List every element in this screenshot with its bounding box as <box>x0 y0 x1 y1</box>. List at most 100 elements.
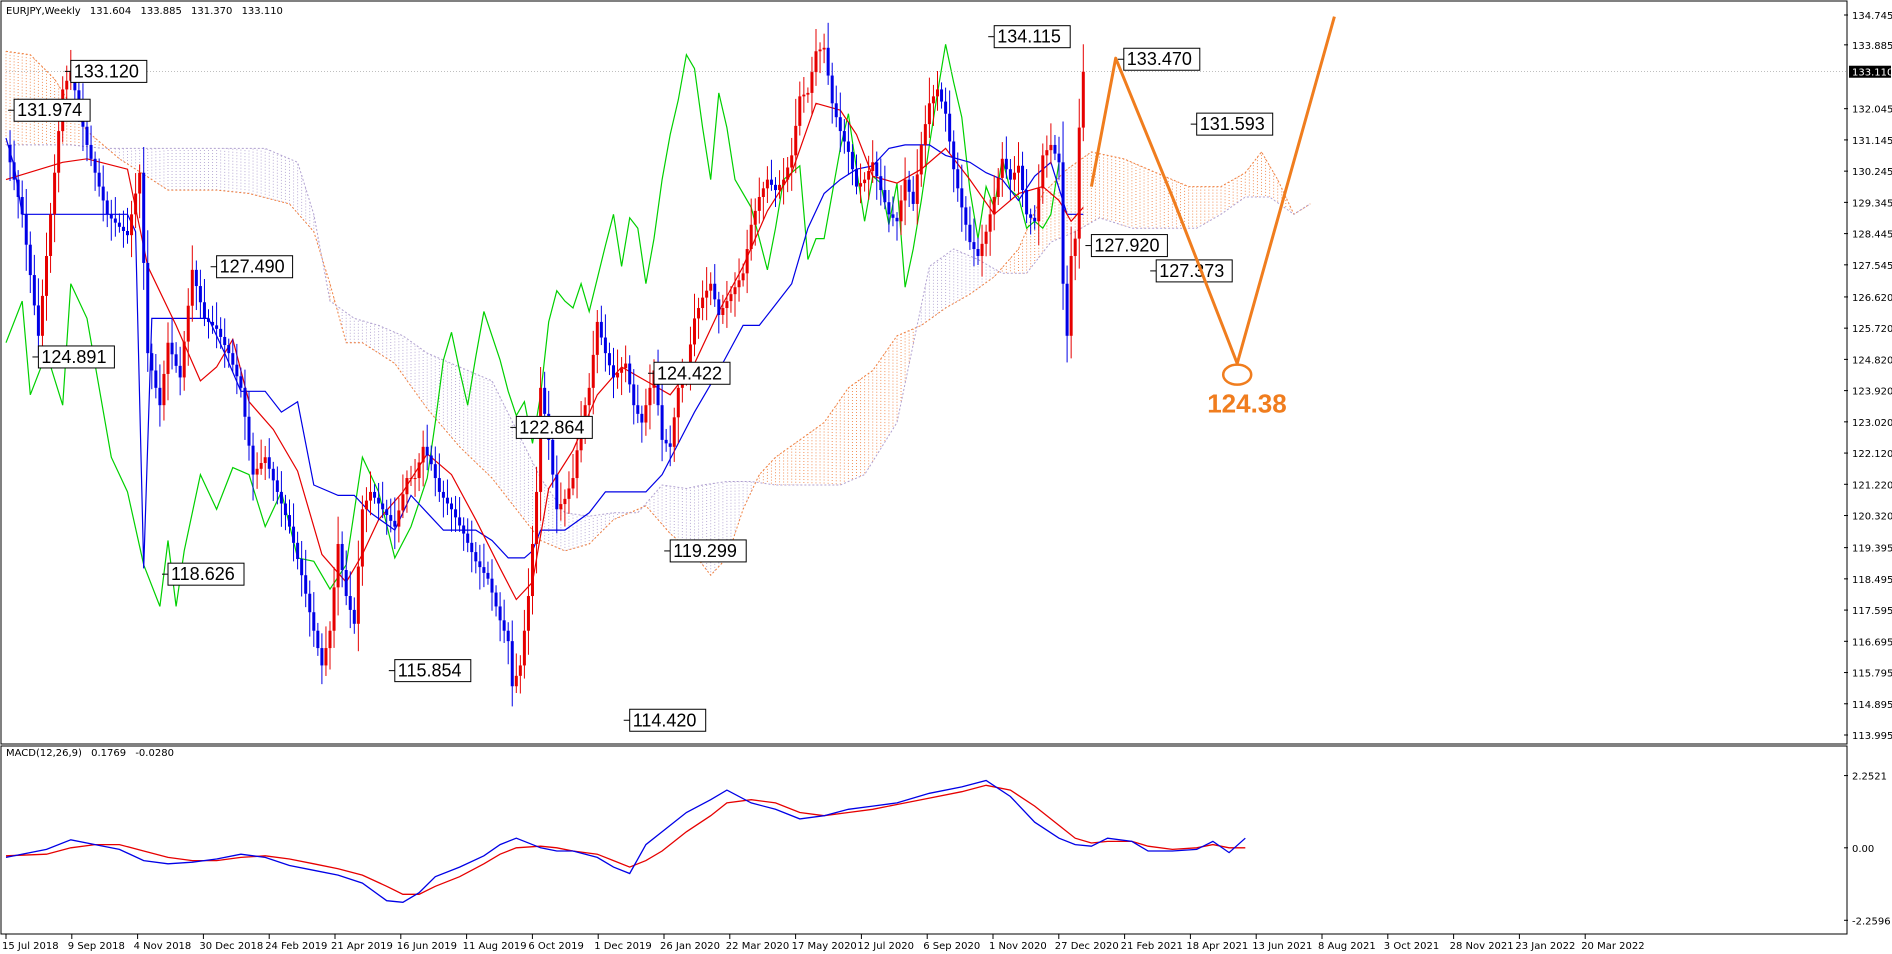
candle <box>923 105 927 167</box>
price-label: 131.974 <box>8 98 91 122</box>
candle <box>664 428 668 452</box>
candle-body-bear <box>300 559 304 576</box>
candle-body-bull <box>1012 172 1016 180</box>
candle <box>571 453 575 496</box>
candle-body-bull <box>1037 188 1041 222</box>
candle-body-bull <box>992 196 996 215</box>
candle <box>498 592 502 642</box>
candle <box>595 310 599 374</box>
low-value: 131.370 <box>191 6 233 17</box>
candle <box>636 384 640 424</box>
time-tick-label: 1 Dec 2019 <box>594 941 652 952</box>
candle <box>907 170 911 207</box>
candle <box>769 159 773 191</box>
candle <box>810 56 814 115</box>
candle <box>166 322 170 401</box>
candle <box>717 291 721 334</box>
candle <box>1065 265 1069 363</box>
candle-body-bull <box>514 675 518 687</box>
candle-body-bear <box>207 318 210 322</box>
candle-body-bull <box>798 96 802 126</box>
price-tick: 118.495 <box>1844 575 1892 586</box>
candle <box>988 199 992 256</box>
time-tick: 23 Jan 2022 <box>1515 934 1575 952</box>
candle-body-bear <box>774 184 777 191</box>
candle <box>279 471 283 527</box>
candle-body-bear <box>632 384 636 406</box>
candle-body-bear <box>316 630 320 649</box>
candle <box>312 592 316 647</box>
candle-body-bear <box>352 609 356 624</box>
candle <box>879 158 883 206</box>
candle-body-bull <box>401 494 405 511</box>
candle-body-bull <box>778 184 782 191</box>
candle-body-bear <box>340 543 344 571</box>
price-label-text: 133.120 <box>74 61 139 81</box>
candle-body-bull <box>794 125 798 156</box>
price-tick: 123.020 <box>1844 418 1892 429</box>
candle <box>328 621 332 670</box>
candle-body-bear <box>769 179 773 185</box>
time-tick: 24 Feb 2019 <box>265 934 327 952</box>
price-label: 127.920 <box>1085 234 1168 258</box>
candle <box>1077 98 1081 269</box>
candle-body-bear <box>24 214 28 245</box>
price-tick: 127.545 <box>1844 261 1892 272</box>
candle-body-bear <box>1053 144 1057 154</box>
candle-body-bull <box>1017 165 1020 173</box>
time-tick-label: 21 Apr 2019 <box>331 941 393 952</box>
candle-body-bull <box>134 193 138 215</box>
candle <box>567 471 571 514</box>
candle <box>729 286 733 313</box>
candle <box>255 452 259 489</box>
candle-body-bear <box>502 620 506 631</box>
candle-body-bull <box>644 405 648 423</box>
candle <box>429 445 433 471</box>
candle <box>701 280 705 321</box>
candle-body-bear <box>664 439 668 444</box>
candle <box>867 155 871 200</box>
price-tick: 119.395 <box>1844 544 1892 555</box>
price-label-box <box>629 708 707 732</box>
candle <box>745 229 749 294</box>
price-label: 134.115 <box>988 25 1071 49</box>
cloud-layer <box>5 50 1311 576</box>
candle-body-bull <box>166 342 170 374</box>
price-label: 133.470 <box>1117 47 1201 71</box>
candle <box>450 497 453 532</box>
open-value: 131.604 <box>89 6 132 17</box>
candle <box>927 77 931 138</box>
candle-body-bear <box>348 596 352 610</box>
candle-body-bear <box>628 363 632 385</box>
candle-body-bear <box>113 218 117 223</box>
candle <box>911 176 915 211</box>
price-label-box <box>37 345 115 369</box>
candle-body-bull <box>709 283 713 291</box>
price-tick: 113.995 <box>1844 731 1892 742</box>
candle-body-bear <box>271 468 275 481</box>
candle <box>539 367 543 521</box>
candle-body-bear <box>1025 190 1029 215</box>
price-tick-label: 116.695 <box>1852 637 1892 648</box>
candle-body-bull <box>595 321 599 355</box>
candle-body-bear <box>105 200 109 215</box>
candle <box>393 497 397 550</box>
candle-body-bear <box>717 299 721 315</box>
candle <box>575 435 579 499</box>
candle-body-bear <box>219 328 223 337</box>
candle-body-bear <box>296 542 300 560</box>
candle <box>348 571 352 629</box>
macd-header: MACD(12,26,9) 0.1769 -0.0280 <box>6 748 180 759</box>
candle <box>1021 151 1025 208</box>
candle <box>381 481 385 519</box>
candle-body-bull <box>672 417 676 447</box>
main-panel-frame <box>0 0 1848 745</box>
candle-body-bull <box>539 387 543 492</box>
candle-body-bull <box>1000 158 1004 178</box>
candle <box>93 151 97 191</box>
price-tick-label: 123.920 <box>1852 387 1892 398</box>
candle-body-bull <box>697 308 701 319</box>
candle <box>976 237 980 265</box>
candle-body-bear <box>154 370 158 388</box>
candle <box>871 140 875 183</box>
